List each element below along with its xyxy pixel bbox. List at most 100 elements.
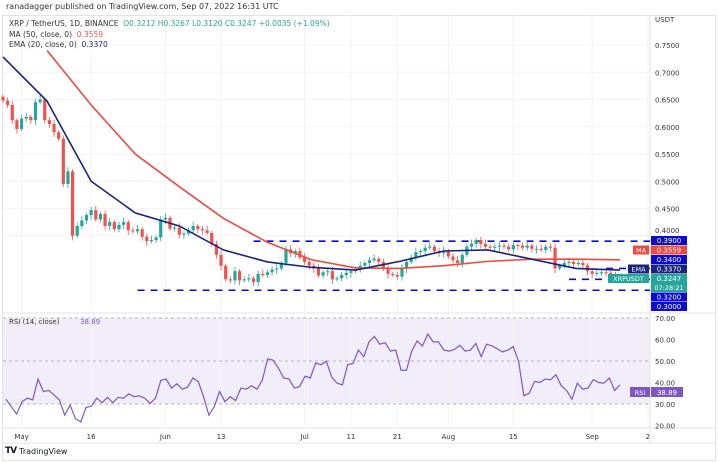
price-badge-tag-label: EMA xyxy=(631,266,646,274)
level-badge-value: 0.3400 xyxy=(657,256,682,264)
candle-down xyxy=(205,230,209,234)
candle-up xyxy=(149,240,154,242)
candle-down xyxy=(15,120,19,129)
candle-down xyxy=(177,227,181,235)
candle-down xyxy=(488,246,492,248)
candle-up xyxy=(242,279,246,281)
candle-down xyxy=(6,100,10,105)
candle-down xyxy=(483,243,488,247)
ma-value: 0.3559 xyxy=(76,30,104,39)
price-badge-value: 0.3370 xyxy=(657,266,682,274)
time-tick-label: 16 xyxy=(87,433,96,441)
price-badge xyxy=(651,245,687,255)
rsi-legend-value: 38.89 xyxy=(80,318,100,326)
candle-up xyxy=(154,237,158,241)
ohlc-values: O0.3212 H0.3267 L0.3120 C0.3247 +0.0035 … xyxy=(123,19,330,28)
candle-up xyxy=(326,271,330,273)
time-tick-label: Jun xyxy=(159,433,171,441)
rsi-badge-tag xyxy=(630,387,650,397)
time-tick-label: 11 xyxy=(346,433,355,441)
rsi-tick-label: 60.00 xyxy=(655,337,675,345)
rsi-tick-label: 40.00 xyxy=(655,380,675,388)
price-badge-tag-label: MA xyxy=(636,247,647,255)
candle-up xyxy=(89,210,93,216)
candle-up xyxy=(544,246,548,250)
candle-up xyxy=(293,251,297,254)
publisher-line: ranadagger published on TradingView.com,… xyxy=(6,2,279,11)
candle-down xyxy=(316,268,321,276)
candle-down xyxy=(446,251,450,257)
candle-down xyxy=(604,272,608,274)
price-tick-label: 0.4500 xyxy=(655,206,680,214)
level-badge-value: 0.3200 xyxy=(657,294,682,302)
price-badge xyxy=(651,274,687,292)
candle-up xyxy=(265,272,270,275)
candle-up xyxy=(284,249,288,263)
level-badge-value: 0.3000 xyxy=(657,303,682,311)
time-tick-label: Sep xyxy=(586,433,600,441)
level-badge xyxy=(651,292,687,302)
symbol-title: XRP / TetherUS, 1D, BINANCE xyxy=(9,19,119,28)
candle-up xyxy=(84,215,89,221)
price-tick-label: 0.5000 xyxy=(655,178,680,186)
candle-up xyxy=(428,246,432,248)
candle-down xyxy=(261,273,265,275)
candle-up xyxy=(400,268,404,277)
price-tick-label: 0.5500 xyxy=(655,151,680,159)
ma-legend[interactable]: MA (50, close, 0) 0.3559 xyxy=(9,30,103,39)
candle-up xyxy=(247,278,251,280)
price-badge-value: 0.3247 xyxy=(657,275,682,283)
ema-legend[interactable]: EMA (20, close, 0) 0.3370 xyxy=(9,40,108,49)
candle-up xyxy=(442,251,446,254)
price-badge-tag xyxy=(628,264,649,274)
candle-down xyxy=(451,256,455,261)
candle-up xyxy=(344,272,348,275)
candle-down xyxy=(47,120,51,125)
rsi-badge xyxy=(651,387,683,397)
candle-up xyxy=(256,273,260,283)
candle-down xyxy=(214,243,218,255)
candle-down xyxy=(377,258,381,262)
candle-up xyxy=(418,251,423,253)
time-tick-label: 21 xyxy=(393,433,402,441)
candle-up xyxy=(279,263,283,269)
tradingview-brand[interactable]: TV TradingView xyxy=(5,446,67,456)
ema-label: EMA (20, close, 0) xyxy=(9,40,77,49)
candle-up xyxy=(469,243,474,247)
rsi-title: RSI (14, close) xyxy=(9,318,60,326)
candle-up xyxy=(405,261,409,269)
level-badge xyxy=(651,255,687,264)
currency-label: USDT xyxy=(655,16,675,24)
rsi-tick-label: 30.00 xyxy=(655,401,675,409)
level-badge xyxy=(651,236,687,245)
candle-up xyxy=(191,225,195,231)
candle-up xyxy=(38,99,42,103)
price-tick-label: 0.6000 xyxy=(655,124,680,132)
rsi-tick-label: 20.00 xyxy=(655,423,675,431)
candle-down xyxy=(609,272,613,274)
candle-up xyxy=(497,245,501,247)
candle-down xyxy=(432,246,437,252)
candle-down xyxy=(581,263,585,266)
rsi-tick-label: 50.00 xyxy=(655,358,675,366)
candle-up xyxy=(363,263,367,266)
ema-value: 0.3370 xyxy=(81,40,108,49)
candle-up xyxy=(80,220,84,226)
price-badge xyxy=(651,264,687,274)
time-tick-label: Jul xyxy=(299,433,309,441)
candle-down xyxy=(330,271,334,280)
candle-down xyxy=(140,229,144,237)
candle-down xyxy=(302,257,307,262)
candle-down xyxy=(219,254,223,266)
candle-up xyxy=(33,102,38,121)
candle-up xyxy=(474,240,478,244)
rsi-tick-label: 70.00 xyxy=(655,315,675,323)
candle-down xyxy=(1,96,5,101)
candle-up xyxy=(108,222,112,226)
candle-down xyxy=(479,240,483,244)
rsi-badge-value: 38.89 xyxy=(657,389,677,397)
candle-down xyxy=(572,261,576,265)
candle-up xyxy=(182,233,186,235)
candle-up xyxy=(270,269,274,273)
